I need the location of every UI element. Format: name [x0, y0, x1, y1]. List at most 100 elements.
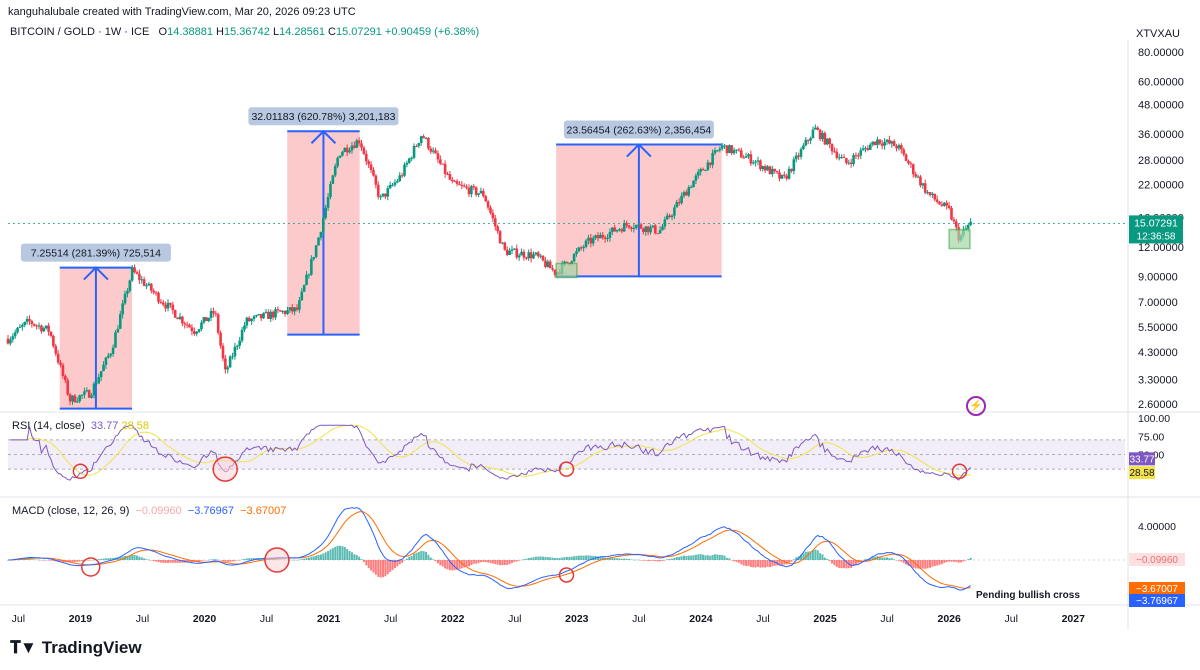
measure-label: 23.56454 (262.63%) 2,356,454: [566, 125, 711, 137]
macd-hist-bar: [69, 560, 72, 563]
rsi-legend[interactable]: RSI (14, close) 33.77 28.58: [12, 420, 149, 432]
candle-body: [264, 311, 268, 313]
candle-body: [739, 150, 743, 158]
macd-hist-bar: [730, 560, 733, 561]
candle-body: [271, 311, 275, 318]
candle-body: [85, 390, 89, 392]
candle-body: [572, 254, 576, 262]
candle-body: [422, 136, 425, 139]
macd-hist-bar: [334, 546, 337, 560]
macd-hist-bar: [253, 558, 256, 560]
candle-body: [923, 183, 927, 193]
candle-body: [725, 145, 729, 154]
macd-hist-bar: [81, 560, 84, 562]
candle-body: [814, 127, 817, 130]
candle-body: [493, 218, 497, 227]
candle-body: [656, 233, 659, 235]
time-tick-label: 2022: [441, 613, 465, 625]
macd-hist-bar: [42, 560, 45, 561]
macd-hist-bar: [226, 560, 229, 562]
candle-body: [130, 267, 134, 281]
tradingview-logo[interactable]: 𝐓▼ TradingView: [10, 638, 142, 658]
candle-body: [632, 228, 636, 230]
candle-body: [816, 127, 820, 130]
candle-body: [293, 307, 296, 312]
macd-hist-bar: [843, 560, 846, 569]
macd-hist-bar: [465, 560, 468, 567]
candle-body: [40, 325, 43, 332]
macd-hist-bar: [26, 558, 29, 560]
candle-body: [319, 231, 323, 238]
candle-body: [909, 163, 913, 165]
macd-hist-bar: [616, 558, 619, 560]
macd-hist-bar: [527, 557, 530, 560]
candle-body: [876, 139, 879, 145]
macd-hist-bar: [33, 559, 36, 560]
macd-hist-bar: [441, 560, 444, 567]
candle-body: [384, 193, 387, 197]
macd-hist-bar: [838, 560, 841, 568]
candle-body: [952, 219, 956, 222]
macd-hist-bar: [104, 558, 107, 560]
macd-hist-bar: [721, 555, 724, 560]
macd-hist-bar: [293, 559, 296, 561]
tradingview-mark-icon: 𝐓▼: [10, 638, 37, 657]
macd-hist-bar: [167, 560, 170, 563]
candle-body: [613, 227, 617, 232]
symbol-code[interactable]: XTVXAU: [1135, 28, 1180, 40]
macd-hist-bar: [525, 558, 528, 560]
macd-hist-bar: [673, 557, 676, 560]
tradingview-wordmark: TradingView: [41, 638, 142, 657]
candle-body: [116, 328, 120, 333]
candle-body: [794, 155, 798, 160]
candle-body: [13, 332, 17, 337]
candle-body: [367, 161, 370, 165]
macd-hist-bar: [912, 560, 915, 568]
macd-hist-bar: [917, 560, 920, 569]
candle-body: [329, 183, 332, 197]
candle-body: [228, 356, 232, 368]
symbol-line[interactable]: BITCOIN / GOLD · 1W · ICE: [10, 26, 150, 38]
candle-body: [484, 196, 488, 202]
macd-hist-bar: [171, 560, 174, 563]
candle-body: [565, 261, 569, 263]
macd-hist-bar: [310, 556, 313, 560]
macd-hist-bar: [940, 560, 943, 565]
macd-hist-bar: [714, 554, 717, 560]
candle-body: [472, 186, 476, 188]
macd-value-tag: [1129, 582, 1185, 595]
candle-body: [150, 283, 153, 291]
lightning-icon[interactable]: ⚡: [966, 396, 986, 416]
macd-signal-line: [8, 511, 971, 589]
measure-arrow-head: [83, 266, 109, 281]
candle-body: [453, 181, 456, 183]
candle-body: [525, 257, 528, 259]
candle-body: [833, 151, 836, 153]
macd-hist-bar: [243, 558, 246, 560]
macd-hist-bar: [85, 560, 88, 561]
macd-hist-bar: [680, 556, 683, 560]
candle-body: [818, 129, 822, 140]
candle-body: [305, 274, 308, 286]
macd-hist-bar: [919, 560, 922, 570]
macd-hist-bar: [207, 559, 210, 561]
candle-body: [429, 148, 433, 152]
macd-legend[interactable]: MACD (close, 12, 26, 9) −0.09960 −3.7696…: [12, 505, 286, 517]
candle-body: [582, 246, 585, 248]
macd-hist-bar: [737, 560, 740, 563]
macd-hist-bar: [231, 560, 234, 562]
candle-body: [911, 164, 915, 175]
candle-body: [331, 175, 335, 184]
macd-hist-bar: [678, 556, 681, 560]
candle-body: [890, 141, 894, 144]
candle-body: [415, 146, 418, 148]
macd-hist-bar: [212, 559, 215, 560]
macd-hist-bar: [864, 559, 867, 560]
macd-hist-bar: [909, 560, 912, 567]
macd-hist-bar: [542, 556, 545, 560]
macd-hist-bar: [611, 557, 614, 560]
candle-body: [677, 202, 681, 204]
macd-hist-bar: [733, 560, 736, 562]
candle-body: [785, 175, 788, 179]
